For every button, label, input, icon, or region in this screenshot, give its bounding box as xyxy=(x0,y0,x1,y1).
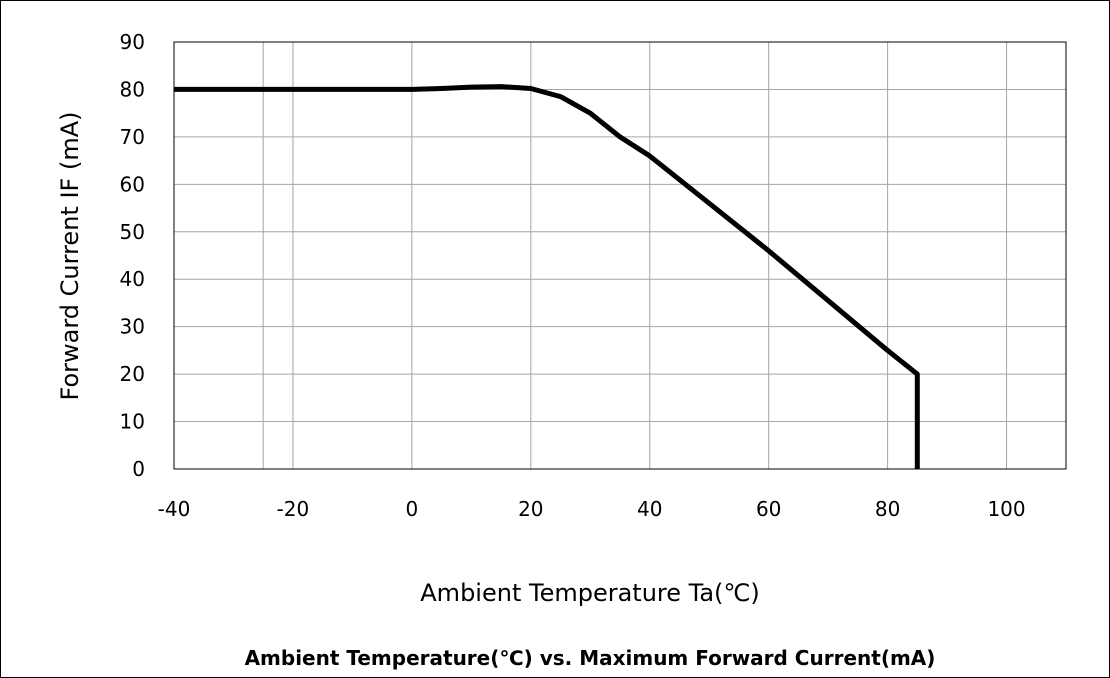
x-tick-label: 80 xyxy=(875,497,900,521)
plot-area-border xyxy=(173,41,1067,470)
x-tick-label: 20 xyxy=(518,497,543,521)
x-axis-title: Ambient Temperature Ta(℃) xyxy=(420,579,759,607)
series-line xyxy=(174,84,920,469)
grid xyxy=(173,41,1067,470)
y-tick-label: 70 xyxy=(120,125,145,149)
x-tick-label: 0 xyxy=(405,497,418,521)
x-tick-label: 100 xyxy=(987,497,1025,521)
x-tick-label: 60 xyxy=(756,497,781,521)
x-tick-label: -40 xyxy=(158,497,191,521)
x-tick-labels: -40 -20 0 20 40 60 80 100 xyxy=(158,497,1026,521)
y-tick-labels: 0 10 20 30 40 50 60 70 80 90 xyxy=(120,30,145,481)
y-tick-label: 80 xyxy=(120,77,145,101)
y-axis-title: Forward Current IF (mA) xyxy=(56,112,84,401)
y-tick-label: 10 xyxy=(120,410,145,434)
y-tick-label: 60 xyxy=(120,172,145,196)
y-tick-label: 0 xyxy=(132,457,145,481)
y-tick-label: 30 xyxy=(120,315,145,339)
x-tick-label: 40 xyxy=(637,497,662,521)
y-tick-label: 50 xyxy=(120,220,145,244)
y-tick-label: 90 xyxy=(120,30,145,54)
chart-title: Ambient Temperature(℃) vs. Maximum Forwa… xyxy=(245,646,936,670)
series-layer xyxy=(174,84,920,469)
y-tick-label: 20 xyxy=(120,362,145,386)
y-tick-label: 40 xyxy=(120,267,145,291)
x-tick-label: -20 xyxy=(277,497,310,521)
